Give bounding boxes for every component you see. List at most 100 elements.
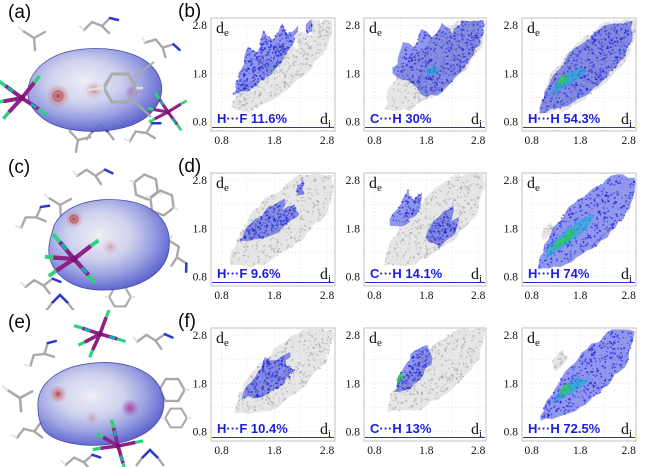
contact-percentage-annotation: C···H 14.1% xyxy=(370,266,443,281)
x-tick-label: 2.8 xyxy=(471,445,486,457)
y-tick-label: 2.8 xyxy=(193,330,208,342)
contact-percentage-annotation: C···H 30% xyxy=(370,111,432,126)
y-tick-label: 1.8 xyxy=(504,378,519,390)
contact-percentage-annotation: H···F 11.6% xyxy=(217,111,288,126)
x-tick-label: 2.8 xyxy=(622,135,637,147)
x-tick-label: 0.8 xyxy=(367,135,382,147)
plot-border xyxy=(210,172,336,287)
x-tick-label: 0.8 xyxy=(525,290,540,302)
region-blue xyxy=(389,189,423,227)
x-axis-label-di: di xyxy=(471,421,482,440)
point-cloud xyxy=(383,20,485,112)
plot-border xyxy=(521,17,637,132)
y-tick-label: 2.8 xyxy=(346,175,361,187)
region-cyan xyxy=(426,63,440,76)
x-tick-label: 2.8 xyxy=(471,135,486,147)
y-axis-label-de: de xyxy=(216,330,229,349)
panel-label-e: (e) xyxy=(8,312,32,333)
panel-label-f: (f) xyxy=(178,311,196,332)
fingerprint-plot-CH-r1: 0.8 1.8 2.8 0.8 1.8 2.8 de di C···H 30% xyxy=(346,17,487,147)
x-tick-label: 2.8 xyxy=(320,290,335,302)
x-tick-label: 2.8 xyxy=(471,290,486,302)
x-tick-label: 1.8 xyxy=(573,135,588,147)
plot-area xyxy=(211,18,335,131)
region-blue xyxy=(233,22,299,95)
x-tick-label: 1.8 xyxy=(267,445,282,457)
point-cloud xyxy=(537,174,636,270)
panel-label-a: (a) xyxy=(8,2,32,23)
x-axis-label-di: di xyxy=(621,266,632,285)
x-tick-label: 2.8 xyxy=(320,135,335,147)
y-axis-label-de: de xyxy=(527,175,540,194)
x-tick-label: 2.8 xyxy=(622,290,637,302)
point-cloud xyxy=(229,173,334,268)
y-tick-label: 0.8 xyxy=(193,116,208,128)
x-tick-label: 0.8 xyxy=(214,445,229,457)
fingerprint-plot-HF-r3: 0.8 1.8 2.8 0.8 1.8 2.8 de di H···F 10.4% xyxy=(193,327,336,457)
region-gray xyxy=(387,328,485,413)
x-axis-label-di: di xyxy=(320,421,331,440)
molecule-structure-e xyxy=(0,310,192,467)
contact-percentage-annotation: H···H 74% xyxy=(528,266,590,281)
x-tick-label: 1.8 xyxy=(267,135,282,147)
y-axis-label-de: de xyxy=(527,20,540,39)
fingerprint-plot-CH-r3: 0.8 1.8 2.8 0.8 1.8 2.8 de di C···H 13% xyxy=(346,327,487,457)
y-tick-label: 0.8 xyxy=(504,116,519,128)
y-axis-label-de: de xyxy=(369,20,382,39)
y-tick-label: 2.8 xyxy=(346,330,361,342)
plot-area xyxy=(364,173,486,286)
plot-border xyxy=(363,172,487,287)
fingerprint-plot-HF-r2: 0.8 1.8 2.8 0.8 1.8 2.8 de di H···F 9.6% xyxy=(193,172,336,302)
plot-border xyxy=(210,327,336,442)
y-tick-label: 0.8 xyxy=(346,426,361,438)
x-tick-label: 0.8 xyxy=(214,290,229,302)
x-tick-label: 0.8 xyxy=(214,135,229,147)
x-tick-label: 2.8 xyxy=(622,445,637,457)
x-tick-label: 0.8 xyxy=(367,445,382,457)
y-tick-label: 1.8 xyxy=(504,68,519,80)
contact-percentage-annotation: C···H 13% xyxy=(370,421,432,436)
y-tick-label: 0.8 xyxy=(193,271,208,283)
y-axis-label-de: de xyxy=(216,175,229,194)
x-tick-label: 2.8 xyxy=(320,445,335,457)
plot-border xyxy=(363,327,487,442)
panel-label-d: (d) xyxy=(178,156,202,177)
plot-border xyxy=(521,327,637,442)
molecule-structure-c xyxy=(0,155,192,310)
region-gray xyxy=(231,19,333,112)
plot-border xyxy=(363,17,487,132)
x-tick-label: 1.8 xyxy=(419,135,434,147)
contact-percentage-annotation: H···F 10.4% xyxy=(217,421,288,436)
panel-label-b: (b) xyxy=(178,1,202,22)
y-tick-label: 1.8 xyxy=(193,223,208,235)
region-green xyxy=(396,371,404,386)
y-axis-label-de: de xyxy=(369,175,382,194)
region-gray xyxy=(541,222,556,241)
y-tick-label: 1.8 xyxy=(193,378,208,390)
y-tick-label: 0.8 xyxy=(504,426,519,438)
x-axis-label-di: di xyxy=(320,266,331,285)
contact-percentage-annotation: H···H 72.5% xyxy=(528,421,601,436)
y-tick-label: 2.8 xyxy=(504,20,519,32)
fingerprint-plot-HH-r3: 0.8 1.8 2.8 0.8 1.8 2.8 de di H···H 72.5% xyxy=(504,327,637,457)
point-cloud xyxy=(383,173,486,267)
fingerprint-plot-HF-r1: 0.8 1.8 2.8 0.8 1.8 2.8 de di H···F 11.6% xyxy=(193,17,336,147)
point-cloud xyxy=(231,19,333,112)
region-green xyxy=(550,229,581,254)
y-tick-label: 1.8 xyxy=(193,68,208,80)
x-tick-label: 0.8 xyxy=(525,135,540,147)
plot-border xyxy=(210,17,336,132)
y-tick-label: 0.8 xyxy=(504,271,519,283)
fingerprint-plot-HH-r2: 0.8 1.8 2.8 0.8 1.8 2.8 de di H···H 74% xyxy=(504,172,637,302)
point-cloud xyxy=(540,329,635,421)
x-tick-label: 0.8 xyxy=(525,445,540,457)
plot-border xyxy=(521,172,637,287)
region-green xyxy=(559,382,572,397)
contact-percentage-annotation: H···F 9.6% xyxy=(217,266,281,281)
x-tick-label: 1.8 xyxy=(573,290,588,302)
region-green xyxy=(556,74,569,87)
y-axis-label-de: de xyxy=(369,330,382,349)
region-blue xyxy=(540,329,635,421)
x-axis-label-di: di xyxy=(621,111,632,130)
